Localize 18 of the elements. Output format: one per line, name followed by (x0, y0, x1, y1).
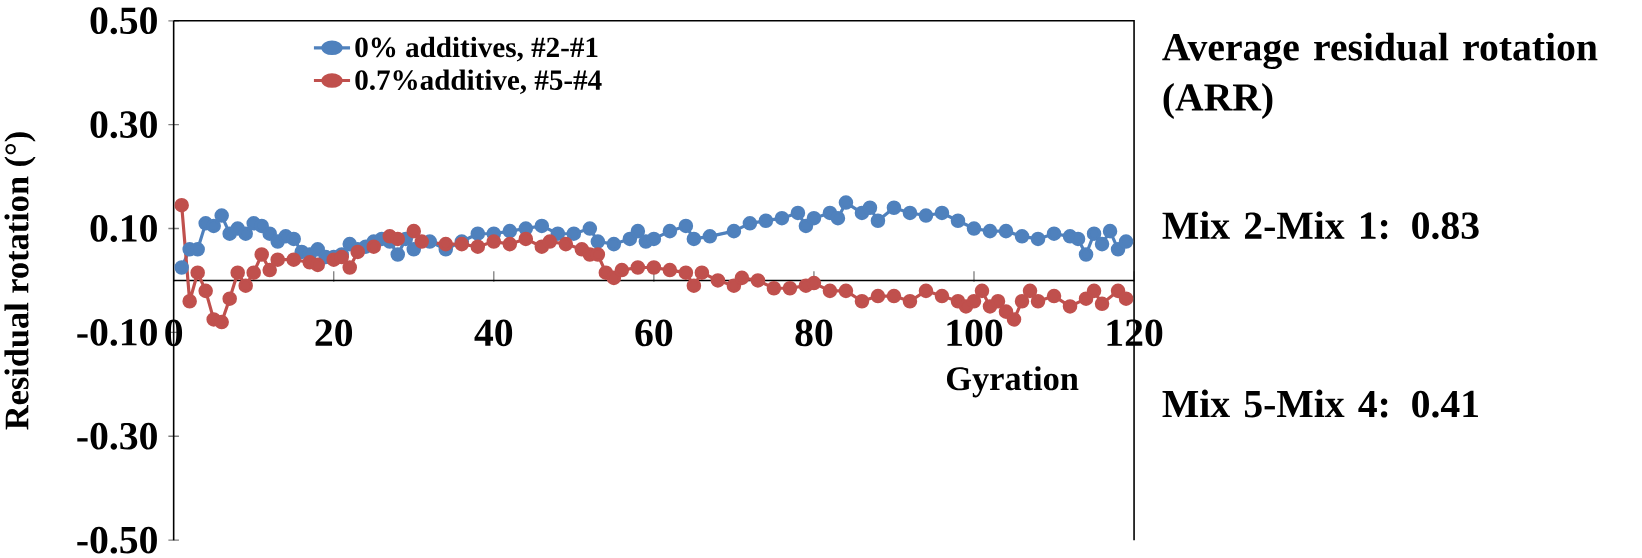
x-tick-label: 60 (635, 319, 673, 347)
x-axis-title: Gyration (946, 366, 1079, 398)
x-tick-label: 40 (474, 319, 513, 347)
legend-label: 0% additives, #2-#1 (355, 36, 598, 62)
y-tick-label: -0.50 (77, 526, 157, 554)
y-tick-label: 0.50 (90, 7, 157, 35)
y-tick-label: -0.10 (77, 318, 157, 346)
x-tick-label: 80 (795, 319, 833, 347)
text: Average residual rotation (ARR) (1162, 32, 1598, 119)
text: Mix 5-Mix 4: 0.41 (1162, 389, 1478, 418)
x-tick-label: 20 (315, 319, 353, 347)
legend-label: 0.7%additive, #5-#4 (355, 69, 602, 95)
x-tick-label: 100 (947, 319, 1003, 347)
y-tick-label: 0.30 (90, 111, 157, 139)
y-axis-title: Residual rotation (°) (4, 132, 36, 430)
text: Mix 2-Mix 1: 0.83 (1162, 211, 1479, 240)
y-tick-label: -0.30 (77, 422, 157, 450)
y-tick-label: 0.10 (90, 215, 157, 242)
